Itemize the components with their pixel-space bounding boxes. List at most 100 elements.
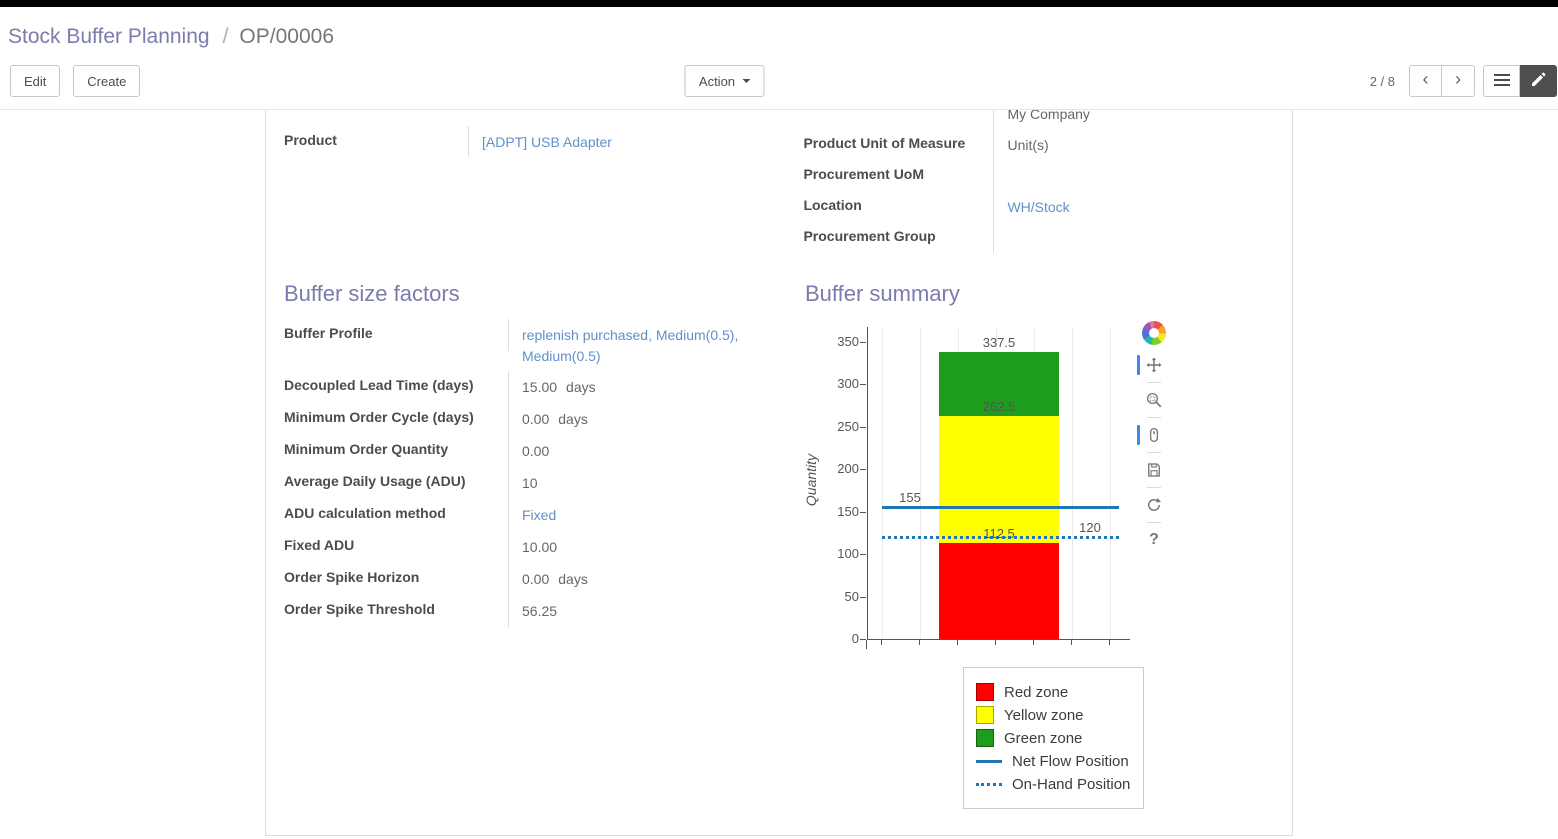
breadcrumb-parent-link[interactable]: Stock Buffer Planning [8, 25, 210, 48]
adu-method-value: Fixed [509, 499, 556, 530]
chevron-right-icon: › [1455, 68, 1461, 89]
x-tick-mark [957, 640, 958, 645]
location-field-value: WH/Stock [994, 191, 1069, 222]
bar-green-zone [939, 352, 1059, 416]
save-icon[interactable] [1141, 457, 1167, 483]
buffer-sections: Buffer size factors Buffer Profile reple… [284, 281, 1274, 809]
min-order-qty-label: Minimum Order Quantity [284, 435, 509, 467]
product-uom-value-text: Unit(s) [1007, 137, 1049, 153]
y-tick-mark [860, 511, 866, 513]
procurement-uom-field-label: Procurement UoM [803, 160, 995, 191]
adu-method-link[interactable]: Fixed [522, 507, 557, 523]
field-procurement-uom: Procurement UoM [803, 160, 1274, 191]
x-axis-end-tick [866, 640, 867, 649]
action-label: Action [698, 73, 736, 89]
procurement-group-field-value [994, 222, 1007, 232]
x-tick-mark [919, 640, 920, 645]
view-switcher-list-button[interactable] [1483, 65, 1520, 97]
y-tick-mark [860, 639, 866, 640]
order-spike-threshold-value: 56.25 [509, 595, 557, 626]
pager-buttons: ‹ › [1409, 65, 1475, 97]
legend-swatch-box [976, 683, 994, 701]
help-icon[interactable]: ? [1141, 527, 1167, 553]
create-button[interactable]: Create [73, 65, 141, 97]
location-field-label: Location [803, 191, 995, 222]
legend-item: Green zone [976, 729, 1131, 747]
control-panel-right: 2 / 8 ‹ › [1370, 65, 1557, 97]
wheel-zoom-icon[interactable] [1137, 422, 1167, 448]
y-tick-label: 250 [837, 418, 859, 434]
pager-next-button[interactable]: › [1442, 65, 1475, 97]
decoupled-lead-time-label: Decoupled Lead Time (days) [284, 371, 509, 403]
field-buffer-profile: Buffer Profile replenish purchased, Medi… [284, 319, 784, 371]
grid-line-vertical [1072, 327, 1073, 639]
edit-button[interactable]: Edit [10, 65, 61, 97]
toolbar-separator [1147, 487, 1161, 488]
legend-swatch-line [976, 759, 1002, 763]
field-order-spike-horizon: Order Spike Horizon 0.00 days [284, 563, 784, 595]
min-order-cycle-label: Minimum Order Cycle (days) [284, 403, 509, 435]
pager-previous-button[interactable]: ‹ [1409, 65, 1442, 97]
x-tick-mark [1109, 640, 1110, 645]
question-mark-glyph: ? [1149, 531, 1159, 548]
field-adu-method: ADU calculation method Fixed [284, 499, 784, 531]
field-min-order-cycle: Minimum Order Cycle (days) 0.00 days [284, 403, 784, 435]
chart-annotation: 112.5 [983, 526, 1015, 542]
grid-line-vertical [1110, 327, 1111, 639]
buffer-summary-title: Buffer summary [805, 281, 960, 306]
procurement-uom-field-value [994, 160, 1007, 170]
control-panel: Edit Create Action 2 / 8 ‹ › [0, 59, 1558, 110]
chart-legend: Red zone Yellow zone Green zone Net Flow Po… [963, 667, 1144, 809]
field-procurement-group: Procurement Group [803, 222, 1274, 253]
buffer-profile-label: Buffer Profile [284, 319, 509, 351]
legend-item-label: Yellow zone [1004, 706, 1084, 724]
location-link[interactable]: WH/Stock [1007, 199, 1070, 215]
form-view-pencil-icon [1530, 72, 1546, 91]
min-order-qty-value: 0.00 [509, 435, 549, 466]
form-sheet: Product [ADPT] USB Adapter My Company Pr… [265, 110, 1293, 836]
y-tick-label: 350 [837, 333, 859, 349]
product-uom-field-label: Product Unit of Measure [803, 129, 995, 160]
procurement-group-field-label: Procurement Group [803, 222, 995, 253]
decoupled-lead-time-suffix: days [566, 379, 596, 395]
legend-item: On-Hand Position [976, 775, 1131, 793]
y-tick-mark [860, 426, 866, 428]
bokeh-logo[interactable] [1142, 321, 1166, 345]
buffer-chart: Quantity 337.5 262.5 155 112.5 120 [803, 319, 1175, 809]
legend-swatch-line [976, 782, 1002, 786]
fixed-adu-number: 10.00 [522, 539, 558, 555]
toolbar-separator [1147, 452, 1161, 453]
right-field-column: My Company Product Unit of Measure Unit(… [803, 110, 1274, 253]
chart-annotation: 155 [899, 490, 921, 506]
adu-number: 10 [522, 475, 538, 491]
order-spike-horizon-label: Order Spike Horizon [284, 563, 509, 595]
legend-item: Net Flow Position [976, 752, 1131, 770]
decoupled-lead-time-number: 15.00 [522, 379, 558, 395]
control-panel-buttons: Edit Create [10, 65, 141, 97]
buffer-profile-link[interactable]: replenish purchased, Medium(0.5), Medium… [522, 327, 739, 364]
list-view-icon [1493, 73, 1510, 90]
pan-icon[interactable] [1137, 352, 1167, 378]
pager-value: 2 / 8 [1369, 73, 1395, 89]
chart-annotation: 262.5 [982, 398, 1016, 414]
main-field-group: Product [ADPT] USB Adapter My Company Pr… [284, 110, 1274, 253]
action-dropdown-button[interactable]: Action [684, 65, 765, 97]
view-switcher-form-button[interactable] [1520, 65, 1557, 97]
field-min-order-qty: Minimum Order Quantity 0.00 [284, 435, 784, 467]
product-field-label: Product [284, 126, 469, 157]
y-tick-mark [860, 341, 866, 343]
product-link[interactable]: [ADPT] USB Adapter [482, 134, 612, 150]
y-tick-label: 200 [837, 461, 859, 476]
legend-item-label: On-Hand Position [1012, 775, 1131, 793]
legend-item-label: Net Flow Position [1012, 752, 1129, 770]
field-company-clipped: My Company [803, 110, 1274, 129]
field-order-spike-threshold: Order Spike Threshold 56.25 [284, 595, 784, 627]
grid-line-vertical [920, 327, 921, 639]
product-uom-field-value: Unit(s) [994, 129, 1048, 160]
adu-value: 10 [509, 467, 538, 498]
field-product-uom: Product Unit of Measure Unit(s) [803, 129, 1274, 160]
box-zoom-icon[interactable] [1141, 387, 1167, 413]
reset-icon[interactable] [1141, 492, 1167, 518]
net-flow-position-line [882, 506, 1119, 510]
order-spike-horizon-value: 0.00 days [509, 563, 588, 594]
